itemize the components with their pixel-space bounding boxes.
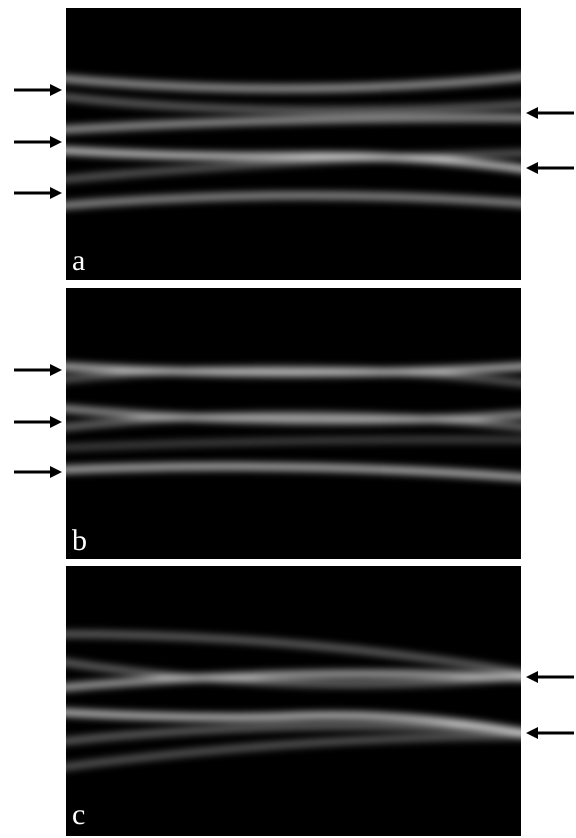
panel-background [66, 288, 521, 559]
panel-b: b [66, 288, 521, 559]
panel-background [66, 8, 521, 280]
arrows [14, 84, 574, 739]
panel-background [66, 566, 521, 836]
panel-label: b [72, 524, 87, 557]
panel-a: a [66, 8, 521, 280]
bands [66, 363, 521, 481]
bands [66, 73, 521, 209]
panel-label: c [72, 798, 85, 831]
panel-label: a [72, 244, 85, 277]
bands [66, 631, 521, 770]
panel-c: c [66, 566, 521, 836]
